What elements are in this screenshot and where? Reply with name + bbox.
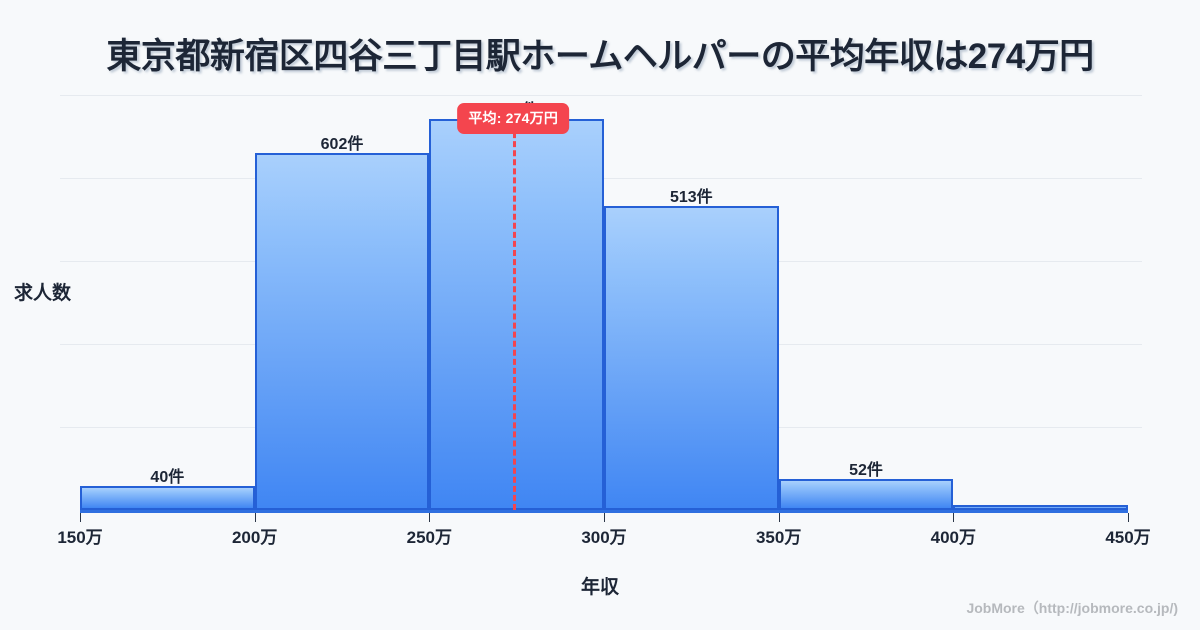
bar: [604, 205, 779, 510]
x-axis-tick-label: 450万: [1105, 528, 1151, 547]
x-axis-tick: [604, 513, 605, 522]
x-axis-tick: [953, 513, 955, 522]
x-axis-tick: [778, 513, 780, 522]
x-axis-tick-label: 400万: [930, 528, 977, 547]
y-axis-title: 求人数: [14, 283, 72, 304]
bar: [254, 153, 430, 510]
x-axis-tick-label: 200万: [231, 528, 278, 547]
average-line: [513, 123, 517, 510]
gridline: [60, 95, 1142, 96]
bar: [80, 486, 255, 510]
x-axis-tick-label: 350万: [755, 528, 802, 547]
x-axis-tick: [80, 513, 81, 522]
bar: [429, 118, 604, 510]
x-axis-tick: [429, 513, 431, 522]
bar-value-label: 52件: [849, 462, 883, 480]
chart-plot-area: 40件602件660件513件52件 150万200万250万300万350万4…: [57, 95, 1151, 547]
bar-value-label: 40件: [150, 469, 185, 487]
footer-attribution: JobMore（http://jobmore.co.jp/): [966, 600, 1178, 616]
average-badge: 平均: 274万円: [457, 103, 570, 134]
bar-value-label: 513件: [669, 188, 713, 206]
x-axis-line: [80, 510, 1128, 513]
x-axis-tick-label: 250万: [406, 528, 453, 547]
bar: [953, 505, 1128, 510]
x-axis-tick: [254, 513, 256, 522]
bar-value-label: 602件: [320, 136, 364, 154]
bar: [778, 479, 954, 510]
page-title: 東京都新宿区四谷三丁目駅ホームヘルパーの平均年収は274万円: [106, 37, 1094, 76]
x-axis-tick-label: 150万: [57, 528, 103, 547]
x-axis-title: 年収: [580, 577, 619, 598]
x-axis-tick-label: 300万: [581, 528, 627, 547]
x-axis-tick: [1128, 513, 1129, 522]
